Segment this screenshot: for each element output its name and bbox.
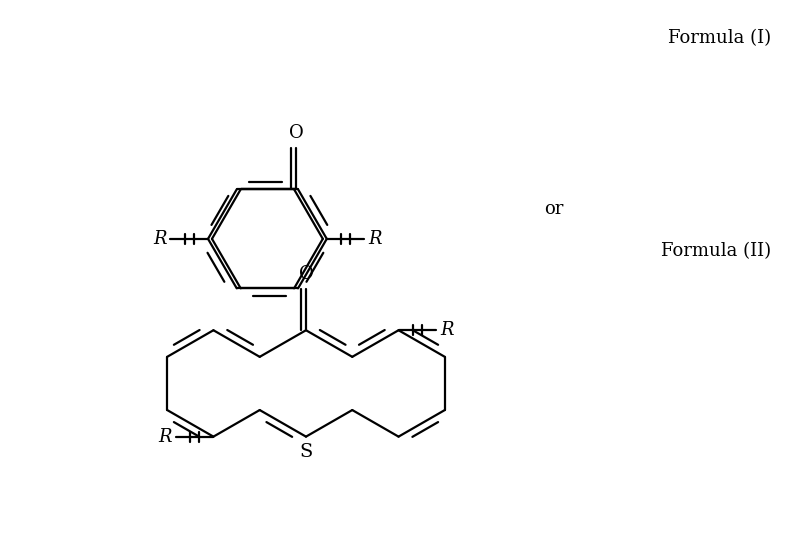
Text: O: O — [289, 124, 303, 142]
Text: R: R — [368, 230, 382, 248]
Text: Formula (II): Formula (II) — [661, 242, 771, 260]
Text: O: O — [298, 265, 314, 283]
Text: R: R — [440, 321, 454, 339]
Text: Formula (I): Formula (I) — [668, 29, 771, 47]
Text: R: R — [153, 230, 166, 248]
Text: or: or — [544, 200, 563, 218]
Text: R: R — [158, 428, 172, 446]
Text: S: S — [299, 442, 313, 460]
